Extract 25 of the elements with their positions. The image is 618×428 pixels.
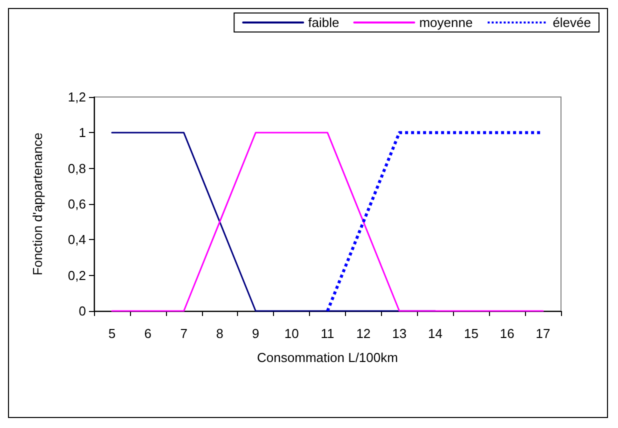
x-tick-label: 13 [392,326,407,341]
x-tick-label: 11 [320,326,334,341]
x-tick-label: 10 [284,326,299,341]
x-tick-label: 5 [108,326,116,341]
legend-label: moyenne [419,15,473,30]
y-tick-label: 0,8 [68,160,86,176]
x-tick-label: 6 [144,326,152,341]
x-axis-title: Consommation L/100km [257,350,398,365]
x-tick-label: 15 [464,326,478,341]
x-tick-label: 8 [216,326,224,341]
x-tick-label: 7 [180,326,188,341]
y-tick-label: 0,6 [68,196,86,212]
x-tick-label: 12 [356,326,371,341]
y-tick-label: 1 [78,125,86,140]
legend-label: faible [308,15,340,30]
y-tick-label: 0,4 [68,232,86,248]
legend-label: élevée [552,15,592,30]
y-tick-label: 0,2 [68,268,86,283]
x-tick-label: 9 [252,326,260,341]
x-tick-label: 16 [500,326,514,341]
x-tick-label: 17 [536,326,550,341]
x-tick-label: 14 [428,326,443,341]
y-tick-label: 0 [78,304,86,318]
y-tick-label: 1,2 [68,90,86,104]
y-axis-title: Fonction d'appartenance [30,132,45,276]
